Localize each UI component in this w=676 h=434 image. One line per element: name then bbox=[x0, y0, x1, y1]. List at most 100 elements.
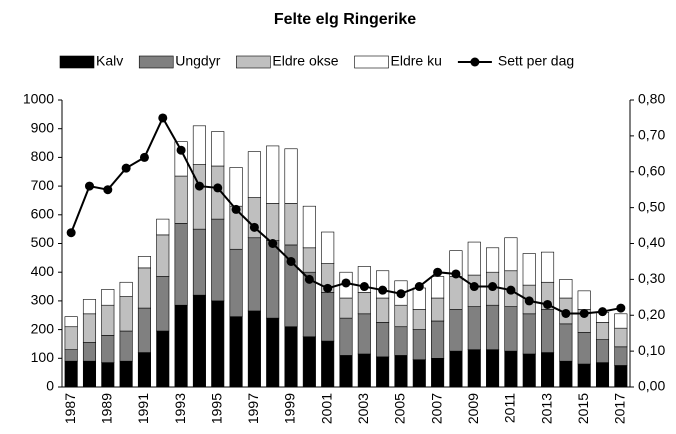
bar-segment bbox=[412, 287, 426, 310]
bar-segment bbox=[357, 313, 371, 355]
bar-segment bbox=[137, 352, 151, 388]
line-marker bbox=[396, 289, 406, 299]
line-marker bbox=[598, 307, 608, 317]
bar-segment bbox=[467, 306, 481, 350]
bar-segment bbox=[119, 281, 133, 297]
bar-segment bbox=[82, 360, 97, 388]
line-marker bbox=[231, 204, 241, 214]
line-marker bbox=[103, 185, 113, 195]
x-tick-label: 1995 bbox=[208, 393, 224, 424]
legend-label: Sett per dag bbox=[498, 53, 574, 69]
y2-tick-label: 0,10 bbox=[638, 342, 665, 358]
x-tick-label: 2017 bbox=[612, 393, 628, 424]
bar-segment bbox=[137, 267, 151, 309]
line-marker bbox=[524, 296, 534, 306]
bar-segment bbox=[174, 304, 188, 388]
y2-tick-label: 0,70 bbox=[638, 127, 665, 143]
line-marker bbox=[249, 222, 259, 232]
bar-segment bbox=[101, 335, 115, 363]
bar-segment bbox=[229, 248, 243, 317]
bar-segment bbox=[357, 353, 371, 388]
bar-segment bbox=[156, 218, 170, 236]
bar-segment bbox=[394, 326, 408, 356]
bar-segment bbox=[284, 203, 298, 246]
bar-segment bbox=[394, 355, 408, 388]
bar-segment bbox=[541, 251, 555, 283]
x-tick-label: 1987 bbox=[62, 393, 78, 424]
bar-segment bbox=[449, 276, 463, 310]
bar-segment bbox=[339, 355, 353, 388]
bar-segment bbox=[284, 148, 298, 204]
line-marker bbox=[286, 256, 296, 266]
bar-segment bbox=[504, 350, 518, 388]
bar-segment bbox=[412, 359, 426, 388]
bar-segment bbox=[247, 151, 261, 198]
x-tick-label: 1991 bbox=[135, 393, 151, 424]
bar-segment bbox=[302, 336, 316, 388]
bar-segment bbox=[559, 279, 573, 299]
x-tick-label: 1997 bbox=[245, 393, 261, 424]
bar-segment bbox=[137, 307, 151, 353]
x-tick-label: 2001 bbox=[318, 393, 334, 424]
bar-segment bbox=[541, 309, 555, 353]
bar-segment bbox=[64, 326, 78, 350]
bar-segment bbox=[467, 241, 481, 276]
x-tick-label: 1993 bbox=[172, 393, 188, 424]
bar-segment bbox=[504, 237, 518, 272]
bar-segment bbox=[302, 247, 316, 273]
bar-segment bbox=[211, 131, 225, 167]
line-marker bbox=[469, 282, 479, 292]
bar-segment bbox=[247, 237, 261, 312]
bar-segment bbox=[119, 360, 133, 388]
bar-segment bbox=[394, 304, 408, 328]
bar-segment bbox=[449, 350, 463, 388]
bar-segment bbox=[192, 164, 206, 230]
line-marker bbox=[488, 282, 498, 292]
bar-segment bbox=[119, 296, 133, 332]
bar-segment bbox=[614, 346, 628, 366]
bar-segment bbox=[192, 294, 206, 388]
y2-tick-label: 0,20 bbox=[638, 306, 665, 322]
line-marker bbox=[616, 303, 626, 313]
legend-label: Ungdyr bbox=[175, 53, 220, 69]
line-marker bbox=[194, 181, 204, 191]
bar-segment bbox=[82, 299, 97, 315]
bar-segment bbox=[431, 320, 445, 359]
y-tick-label: 100 bbox=[31, 349, 55, 365]
bar-segment bbox=[486, 247, 500, 273]
bar-segment bbox=[266, 317, 280, 388]
x-tick-label: 2009 bbox=[465, 393, 481, 424]
bar-segment bbox=[376, 356, 390, 388]
bar-segment bbox=[284, 326, 298, 388]
bar-segment bbox=[467, 349, 481, 388]
line-marker bbox=[121, 163, 131, 173]
bar-segment bbox=[156, 330, 170, 388]
bar-segment bbox=[559, 323, 573, 362]
bar-segment bbox=[64, 316, 78, 328]
line-marker bbox=[213, 183, 223, 193]
bar-segment bbox=[357, 291, 371, 315]
bar-segment bbox=[522, 253, 536, 286]
line-marker bbox=[451, 269, 461, 279]
bar-segment bbox=[614, 313, 628, 329]
chart-title: Felte elg Ringerike bbox=[274, 11, 416, 28]
line-marker bbox=[579, 308, 589, 318]
legend-marker bbox=[470, 57, 480, 67]
line-marker bbox=[433, 267, 443, 277]
bar-segment bbox=[321, 340, 335, 388]
legend-swatch bbox=[59, 55, 95, 69]
bar-segment bbox=[541, 352, 555, 388]
bar-segment bbox=[577, 363, 591, 388]
bar-segment bbox=[302, 205, 316, 249]
bar-segment bbox=[247, 310, 261, 388]
bar-segment bbox=[614, 365, 628, 388]
line-marker bbox=[543, 299, 553, 309]
bar-segment bbox=[595, 339, 610, 363]
x-tick-label: 2011 bbox=[502, 393, 518, 423]
bar-segment bbox=[266, 240, 280, 319]
bar-segment bbox=[486, 304, 500, 350]
bar-segment bbox=[101, 289, 115, 306]
line-marker bbox=[378, 285, 388, 295]
x-tick-label: 1999 bbox=[282, 393, 298, 424]
bar-segment bbox=[156, 234, 170, 277]
